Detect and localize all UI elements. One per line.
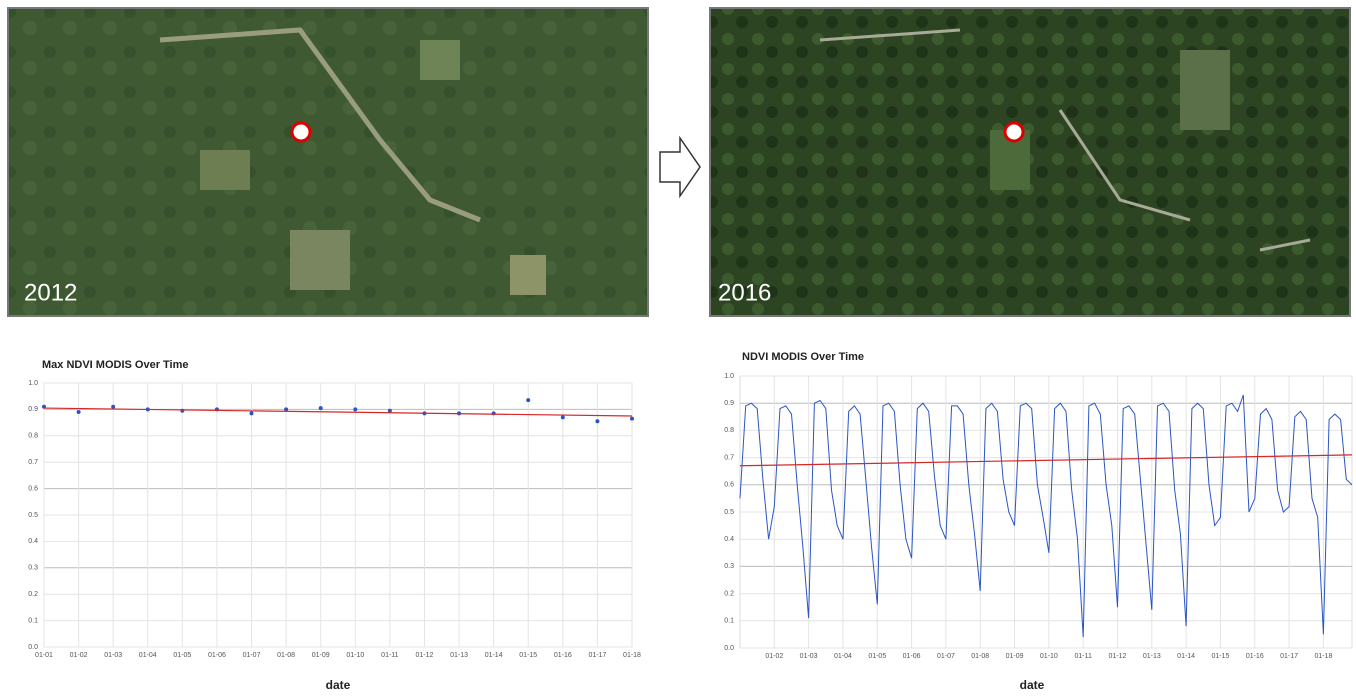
point [77,410,81,414]
point [180,409,184,413]
y-tick-label: 0.6 [28,485,38,492]
point [630,417,634,421]
y-tick-label: 0.9 [724,400,734,407]
x-tick-label: 01-14 [1177,653,1195,660]
y-tick-label: 1.0 [724,373,734,380]
x-tick-label: 01-11 [381,652,398,659]
y-tick-label: 0.3 [28,565,38,572]
x-tick-label: 01-12 [1109,653,1127,660]
x-tick-label: 01-03 [104,652,122,659]
y-tick-label: 0.2 [724,590,734,597]
x-tick-label: 01-06 [208,652,226,659]
x-tick-label: 01-05 [868,653,886,660]
x-tick-label: 01-01 [35,652,53,659]
point [561,415,565,419]
y-tick-label: 0.8 [724,427,734,434]
x-tick-label: 01-09 [1006,653,1024,660]
x-tick-label: 01-02 [765,653,783,660]
y-tick-label: 0.0 [28,644,38,651]
x-tick-label: 01-08 [971,653,989,660]
x-axis-label: date [1020,678,1045,692]
y-tick-label: 0.7 [28,459,38,466]
x-tick-label: 01-18 [1314,653,1332,660]
figure: 2012 2016 Max NDVI MODIS Over Time date 0.… [0,0,1356,692]
x-tick-label: 01-06 [903,653,921,660]
x-tick-label: 01-10 [1040,653,1058,660]
y-tick-label: 0.4 [724,536,734,543]
x-tick-label: 01-16 [1246,653,1264,660]
y-tick-label: 0.1 [724,618,734,625]
x-tick-label: 01-04 [139,652,157,659]
y-tick-label: 0.1 [28,617,38,624]
y-tick-label: 0.6 [724,482,734,489]
x-tick-label: 01-05 [173,652,191,659]
y-tick-label: 0.2 [28,591,38,598]
x-tick-label: 01-03 [800,653,818,660]
x-tick-label: 01-07 [243,652,261,659]
chart-title: Max NDVI MODIS Over Time [42,359,189,371]
y-tick-label: 0.9 [28,406,38,413]
y-tick-label: 0.7 [724,454,734,461]
y-tick-label: 0.8 [28,433,38,440]
x-tick-label: 01-13 [450,652,468,659]
image-2012: 2012 [8,8,648,316]
x-tick-label: 01-14 [485,652,503,659]
x-tick-label: 01-07 [937,653,955,660]
x-tick-label: 01-17 [588,652,606,659]
x-tick-label: 01-13 [1143,653,1161,660]
chart-title: NDVI MODIS Over Time [742,351,864,363]
x-tick-label: 01-08 [277,652,295,659]
image-label: 2016 [718,279,771,306]
point [492,411,496,415]
page: 2012 2016 Max NDVI MODIS Over Time date 0.… [0,0,1356,697]
y-tick-label: 0.0 [724,645,734,652]
x-tick-label: 01-18 [623,652,641,659]
image-label: 2012 [24,279,77,306]
y-tick-label: 0.4 [28,538,38,545]
y-tick-label: 0.5 [28,512,38,519]
x-tick-label: 01-16 [554,652,572,659]
x-tick-label: 01-15 [1211,653,1229,660]
arrow [660,138,700,196]
point [595,419,599,423]
y-tick-label: 0.3 [724,563,734,570]
x-tick-label: 01-04 [834,653,852,660]
x-tick-label: 01-11 [1074,653,1091,660]
x-tick-label: 01-17 [1280,653,1298,660]
y-tick-label: 0.5 [724,509,734,516]
x-axis-label: date [326,678,351,692]
x-tick-label: 01-12 [416,652,434,659]
x-tick-label: 01-15 [519,652,537,659]
image-2016: 2016 [710,8,1350,316]
x-tick-label: 01-02 [70,652,88,659]
x-tick-label: 01-09 [312,652,330,659]
point [111,405,115,409]
x-tick-label: 01-10 [346,652,364,659]
point [319,406,323,410]
point [526,398,530,402]
y-tick-label: 1.0 [28,380,38,387]
point [250,411,254,415]
point [353,407,357,411]
